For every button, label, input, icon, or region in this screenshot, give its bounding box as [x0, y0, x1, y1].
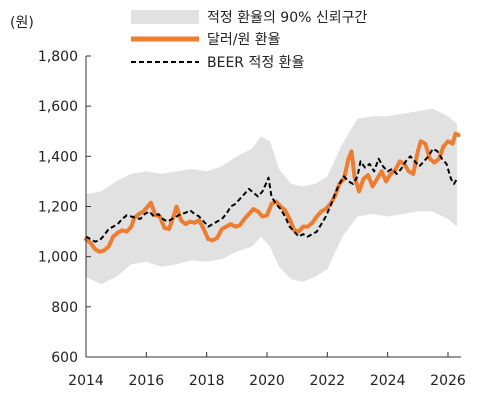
x-tick-label: 2016 [129, 373, 165, 389]
y-tick-label: 800 [51, 300, 78, 316]
x-tick-label: 2022 [310, 373, 346, 389]
legend-beer-label: BEER 적정 환율 [207, 55, 305, 71]
x-tick-label: 2014 [68, 373, 104, 389]
x-tick-label: 2018 [189, 373, 225, 389]
actual-rate-layer [84, 131, 461, 254]
y-tick-label: 1,400 [38, 149, 78, 165]
x-tick-label: 2026 [430, 373, 466, 389]
y-tick-label: 1,600 [38, 99, 78, 115]
beer-rate-line [85, 147, 458, 243]
actual-rate-line [84, 131, 461, 254]
y-tick-label: 1,800 [38, 49, 78, 65]
confidence-band [86, 108, 457, 285]
x-tick-label: 2024 [370, 373, 406, 389]
x-axis-ticks: 2014 2016 2018 2020 2022 2024 2026 [68, 352, 466, 389]
x-tick-label: 2020 [249, 373, 285, 389]
y-tick-label: 1,000 [38, 250, 78, 266]
legend: 적정 환율의 90% 신뢰구간 달러/원 환율 BEER 적정 환율 [131, 10, 368, 71]
y-axis-ticks: 600 800 1,000 1,200 1,400 1,600 1,800 [38, 49, 91, 366]
beer-rate-layer [85, 147, 458, 243]
y-unit-label: (원) [10, 15, 34, 31]
y-tick-label: 1,200 [38, 200, 78, 216]
plot-area [84, 108, 461, 285]
legend-band-label: 적정 환율의 90% 신뢰구간 [207, 10, 368, 26]
y-tick-label: 600 [51, 350, 78, 366]
legend-actual-label: 달러/원 환율 [207, 32, 281, 48]
confidence-band-layer [86, 108, 457, 285]
legend-band-swatch [131, 10, 199, 24]
